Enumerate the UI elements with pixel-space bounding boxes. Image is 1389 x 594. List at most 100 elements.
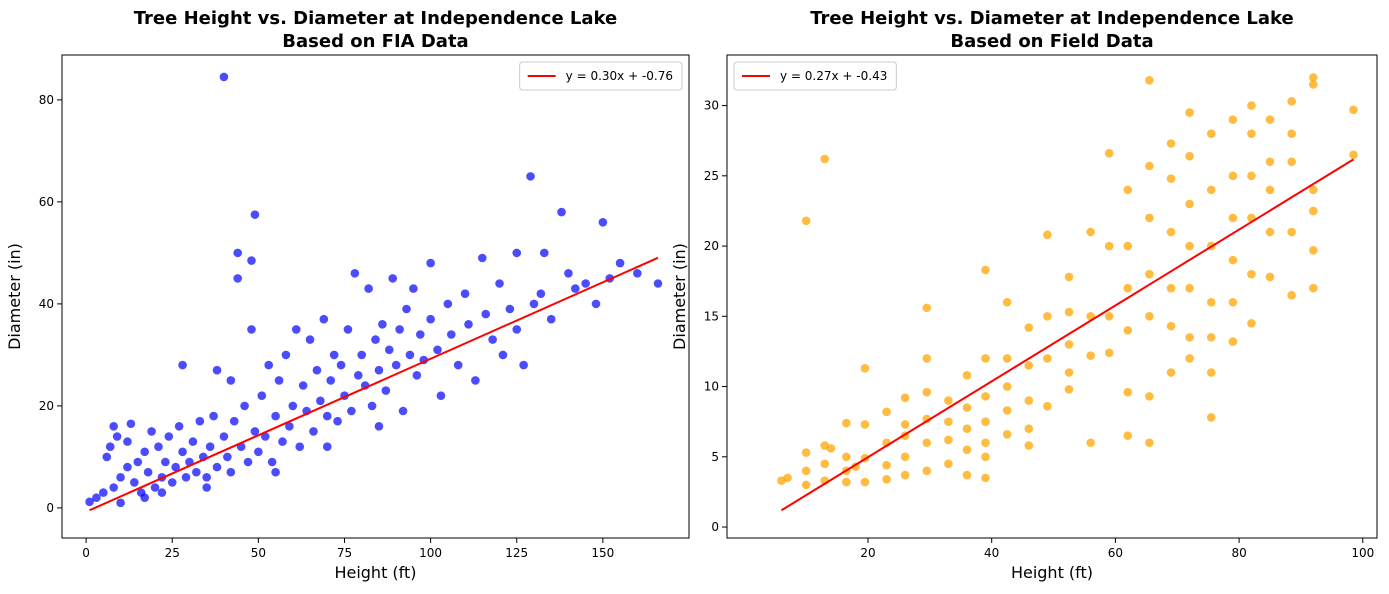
point	[981, 438, 990, 448]
point	[143, 467, 153, 477]
x-tick-label: 25	[165, 546, 180, 560]
point	[591, 299, 601, 309]
point	[329, 350, 339, 360]
point	[195, 416, 205, 426]
point	[1043, 230, 1052, 240]
point	[1185, 151, 1194, 161]
point	[247, 256, 256, 265]
point	[333, 416, 342, 426]
point	[922, 387, 932, 397]
point	[981, 354, 990, 363]
point	[1123, 185, 1133, 195]
point	[633, 268, 642, 278]
point	[209, 411, 218, 421]
point	[99, 488, 108, 497]
point	[374, 422, 384, 431]
point	[264, 360, 274, 370]
legend-label: y = 0.30x + -0.76	[566, 69, 673, 83]
point	[226, 376, 236, 385]
point	[274, 376, 284, 385]
point	[171, 462, 180, 472]
point	[882, 460, 891, 470]
point	[1308, 283, 1318, 293]
point	[1287, 97, 1296, 106]
point	[653, 279, 663, 288]
point	[1145, 75, 1154, 85]
point	[1104, 348, 1114, 358]
point	[801, 466, 811, 476]
point	[464, 319, 473, 329]
point	[1228, 337, 1238, 346]
legend-box	[519, 61, 683, 91]
point	[564, 268, 573, 278]
point	[140, 493, 149, 503]
legend-label: y = 0.27x + -0.43	[780, 69, 887, 83]
point	[219, 432, 229, 441]
chart-title: Based on Field Data	[950, 31, 1153, 52]
point	[278, 437, 287, 446]
point	[443, 299, 453, 309]
point	[343, 325, 353, 334]
point	[433, 345, 442, 355]
chart-title: Tree Height vs. Diameter at Independence…	[810, 8, 1294, 29]
point	[384, 345, 394, 355]
point	[922, 303, 932, 313]
point	[1185, 241, 1194, 251]
point	[1166, 174, 1176, 183]
point	[1308, 245, 1318, 255]
point	[860, 477, 870, 487]
point	[581, 279, 590, 288]
point	[981, 473, 990, 483]
point	[1206, 297, 1216, 307]
plot-frame	[726, 54, 1378, 539]
point	[126, 419, 136, 429]
point	[285, 422, 294, 431]
point	[350, 268, 360, 278]
y-tick-label: 80	[39, 93, 54, 107]
point	[1002, 297, 1012, 307]
point	[212, 462, 222, 472]
point	[178, 447, 187, 457]
point	[1287, 157, 1296, 167]
point	[319, 314, 329, 324]
point	[116, 473, 125, 482]
point	[1002, 382, 1012, 391]
point	[1043, 401, 1052, 411]
point	[295, 442, 305, 452]
point	[164, 432, 174, 441]
point	[426, 258, 435, 268]
point	[1247, 171, 1256, 181]
plot-frame	[61, 54, 690, 539]
point	[102, 452, 112, 462]
point	[1064, 340, 1074, 349]
point	[1185, 354, 1194, 363]
point	[112, 432, 122, 441]
point	[123, 437, 132, 446]
y-tick-label: 40	[39, 297, 54, 311]
point	[571, 284, 580, 293]
point	[1185, 283, 1194, 293]
point	[1086, 351, 1095, 360]
point	[1145, 392, 1154, 401]
point	[109, 483, 118, 492]
x-tick-label: 80	[1231, 546, 1246, 560]
point	[291, 325, 301, 334]
point	[388, 274, 398, 283]
point	[1206, 368, 1216, 377]
point	[233, 248, 242, 258]
point	[405, 350, 415, 360]
fit-line	[780, 158, 1355, 512]
point	[367, 401, 377, 411]
point	[1002, 354, 1012, 363]
point	[495, 279, 504, 288]
point	[398, 406, 408, 416]
point	[900, 452, 910, 462]
point	[326, 376, 336, 385]
point	[316, 396, 325, 406]
point	[546, 314, 556, 324]
point	[826, 444, 836, 453]
point	[1228, 171, 1238, 181]
point	[130, 478, 139, 487]
point	[353, 370, 363, 380]
point	[281, 350, 291, 360]
